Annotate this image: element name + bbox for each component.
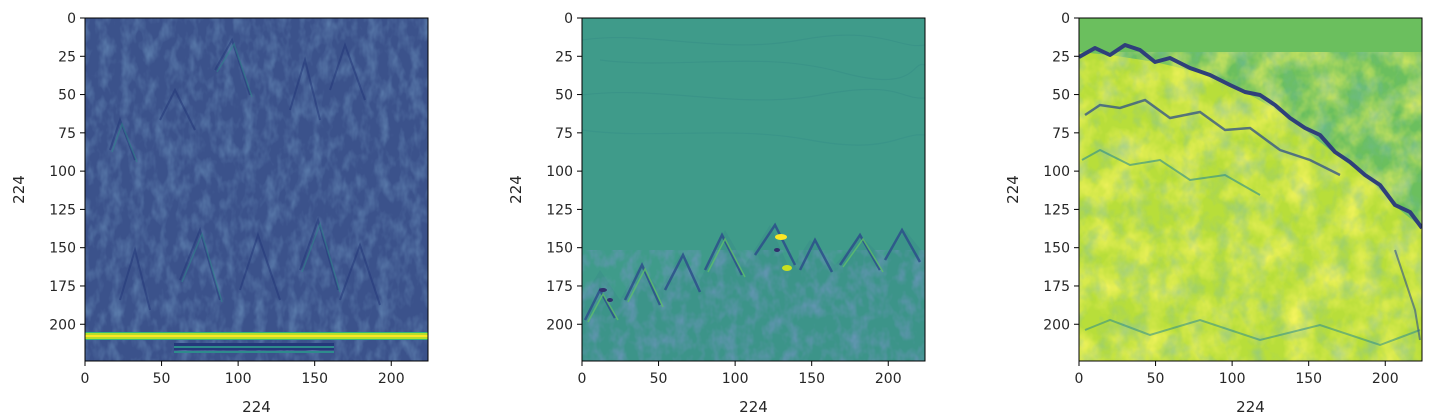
heatmap-image-1 [85,18,428,361]
y-tick-label: 150 [1043,241,1070,257]
y-ticks-3: 0 25 50 75 100 125 150 175 200 [1043,11,1079,333]
x-tick-label: 150 [798,371,825,387]
x-tick-label: 0 [1075,371,1084,387]
axes-frame-3 [1078,17,1423,362]
heatmap-image-3 [1079,18,1422,361]
y-tick-label: 100 [1043,164,1070,180]
y-tick-label: 125 [1043,202,1070,218]
y-tick-label: 125 [546,202,573,218]
axes-frame-2 [581,17,926,362]
x-tick-label: 100 [225,371,252,387]
axes-frame-1 [84,17,429,362]
y-tick-label: 175 [1043,279,1070,295]
x-tick-label: 200 [1372,371,1399,387]
y-tick-label: 0 [564,11,573,27]
y-tick-label: 75 [555,126,573,142]
x-tick-label: 200 [875,371,902,387]
x-tick-label: 100 [722,371,749,387]
y-ticks-2: 0 25 50 75 100 125 150 175 200 [546,11,582,333]
x-ticks-1: 0 50 100 150 200 [81,361,405,387]
y-tick-label: 200 [49,317,76,333]
y-tick-label: 50 [555,88,573,104]
y-tick-label: 175 [49,279,76,295]
y-tick-label: 50 [1052,88,1070,104]
y-axis-label-3: 224 [1004,175,1022,204]
striped-band [174,343,334,353]
diagonal-edge [1079,43,1422,230]
y-tick-label: 150 [49,241,76,257]
x-ticks-2: 0 50 100 150 200 [578,361,902,387]
y-tick-label: 100 [49,164,76,180]
x-tick-label: 0 [578,371,587,387]
x-tick-label: 150 [301,371,328,387]
x-tick-label: 0 [81,371,90,387]
y-tick-label: 150 [546,241,573,257]
x-tick-label: 50 [650,371,668,387]
y-tick-label: 0 [67,11,76,27]
x-ticks-3: 0 50 100 150 200 [1075,361,1399,387]
x-tick-label: 50 [153,371,171,387]
y-tick-label: 200 [546,317,573,333]
y-tick-label: 25 [58,49,76,65]
x-axis-label-3: 224 [1236,398,1265,416]
y-tick-label: 25 [1052,49,1070,65]
y-ticks-1: 0 25 50 75 100 125 150 175 200 [49,11,85,333]
x-tick-label: 50 [1147,371,1165,387]
y-axis-label-1: 224 [10,175,28,204]
y-axis-label-2: 224 [507,175,525,204]
x-tick-label: 150 [1295,371,1322,387]
y-tick-label: 125 [49,202,76,218]
x-tick-label: 200 [378,371,405,387]
y-tick-label: 75 [1052,126,1070,142]
x-axis-label-1: 224 [242,398,271,416]
y-tick-label: 100 [546,164,573,180]
y-tick-label: 0 [1061,11,1070,27]
y-tick-label: 25 [555,49,573,65]
heatmap-image-2 [582,18,925,361]
y-tick-label: 200 [1043,317,1070,333]
x-axis-label-2: 224 [739,398,768,416]
y-tick-label: 175 [546,279,573,295]
y-tick-label: 50 [58,88,76,104]
x-tick-label: 100 [1219,371,1246,387]
y-tick-label: 75 [58,126,76,142]
